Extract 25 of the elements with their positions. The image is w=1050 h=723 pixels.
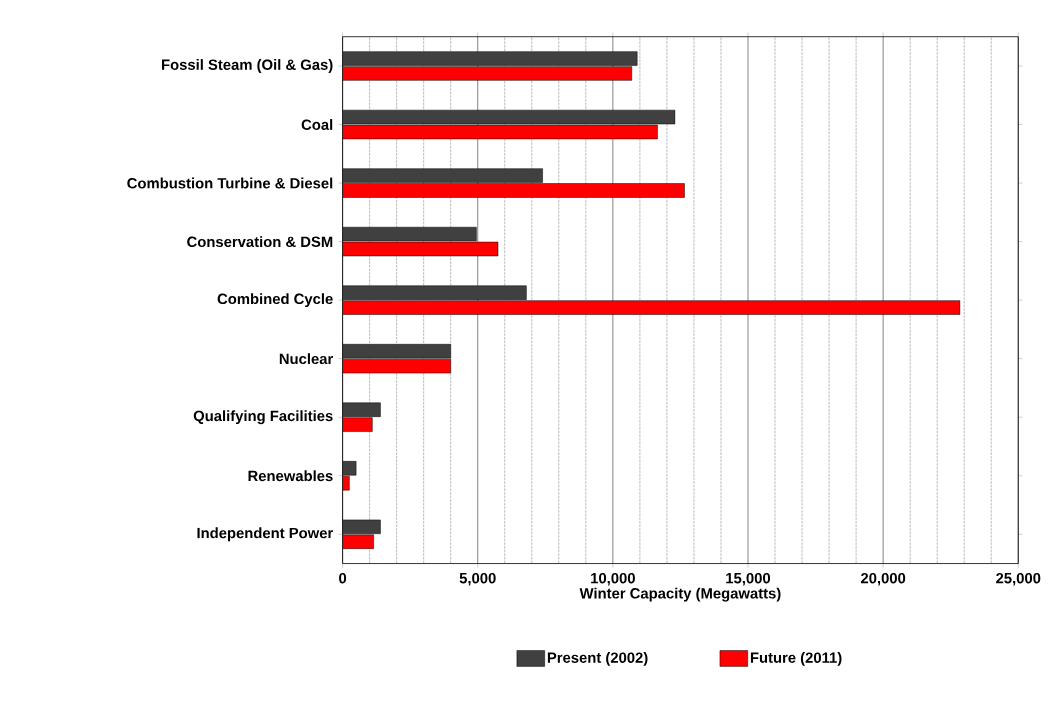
x-tick-label: 5,000 [459, 572, 496, 586]
bar [342, 66, 633, 81]
x-tick-label: 25,000 [996, 572, 1041, 586]
bar [342, 402, 381, 417]
x-tick-label: 10,000 [591, 572, 635, 586]
y-tick-label: Conservation & DSM [187, 236, 333, 247]
y-tick-label: Combustion Turbine & Diesel [127, 177, 333, 189]
x-tick-label: 0 [339, 572, 347, 584]
y-tick-label: Nuclear [279, 353, 334, 364]
bar [342, 300, 961, 315]
legend-label: Present (2002) [547, 651, 648, 666]
y-tick-label: Fossil Steam (Oil & Gas) [162, 58, 333, 73]
x-tick-label: 20,000 [860, 572, 906, 586]
bar [342, 183, 685, 198]
x-axis-title: Winter Capacity (Megawatts) [579, 587, 781, 602]
y-tick-label: Independent Power [197, 527, 334, 542]
legend-label: Future (2011) [750, 651, 842, 666]
x-tick-label: 15,000 [726, 572, 771, 586]
y-tick-label: Coal [301, 118, 333, 130]
y-tick-label: Qualifying Facilities [193, 410, 333, 425]
bar [342, 417, 373, 432]
bar [342, 534, 374, 549]
y-tick-label: Renewables [248, 470, 333, 482]
y-tick-label: Combined Cycle [217, 293, 333, 307]
bar [342, 343, 451, 359]
